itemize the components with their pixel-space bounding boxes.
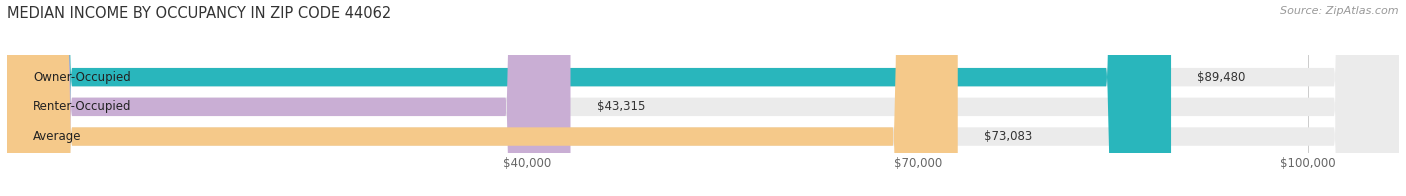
Text: Source: ZipAtlas.com: Source: ZipAtlas.com: [1281, 6, 1399, 16]
Text: $73,083: $73,083: [984, 130, 1032, 143]
Text: Average: Average: [34, 130, 82, 143]
FancyBboxPatch shape: [7, 0, 1171, 196]
Text: Owner-Occupied: Owner-Occupied: [34, 71, 131, 84]
FancyBboxPatch shape: [7, 0, 1399, 196]
Text: MEDIAN INCOME BY OCCUPANCY IN ZIP CODE 44062: MEDIAN INCOME BY OCCUPANCY IN ZIP CODE 4…: [7, 6, 391, 21]
FancyBboxPatch shape: [7, 0, 957, 196]
FancyBboxPatch shape: [7, 0, 1399, 196]
Text: $89,480: $89,480: [1197, 71, 1246, 84]
Text: Renter-Occupied: Renter-Occupied: [34, 100, 132, 113]
FancyBboxPatch shape: [7, 0, 571, 196]
FancyBboxPatch shape: [7, 0, 1399, 196]
Text: $43,315: $43,315: [596, 100, 645, 113]
